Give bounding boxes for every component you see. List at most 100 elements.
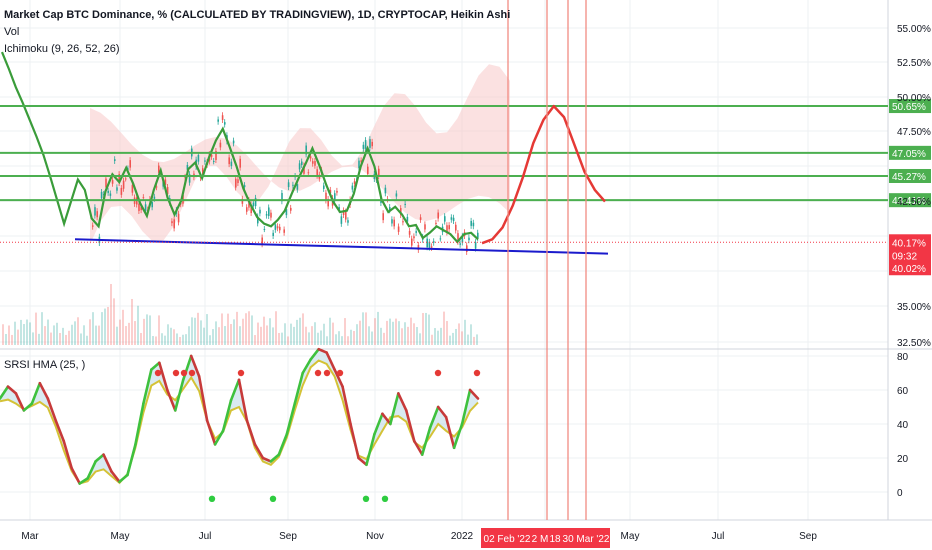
volume-bar [263,316,265,345]
candle-body [151,202,153,208]
candle-body [305,145,307,155]
candle-body [239,158,241,168]
srsi-segment [333,368,344,388]
level-label: 47.05% [892,149,926,160]
volume-bar [317,332,319,345]
candle-body [105,178,107,188]
candle-body [413,236,415,239]
vol-indicator-label[interactable]: Vol [4,26,20,38]
candle-body [450,217,453,220]
candle-body [367,166,369,175]
volume-bar [74,321,76,345]
srsi-segment [404,409,416,443]
volume-bar [209,335,211,345]
srsi-segment [62,439,73,470]
candle-body [455,224,457,231]
volume-bar [461,331,463,345]
volume-bar [68,330,70,345]
candle-body [309,156,312,159]
volume-bar [77,317,79,345]
volume-bar [203,327,205,345]
srsi-segment [38,381,50,400]
candle-body [127,168,129,170]
volume-bar [245,313,247,345]
candle-body [327,199,329,207]
candle-body [446,225,448,233]
volume-bar [140,332,142,345]
srsi-segment [118,473,129,484]
candle-body [353,181,356,184]
volume-bar [197,312,199,345]
volume-bar [41,312,43,345]
candle-body [389,207,391,211]
candle-body [252,202,255,207]
volume-bar [284,323,286,345]
srsi-segment [389,392,400,426]
srsi-segment [6,385,18,395]
candle-body [246,207,248,212]
volume-bar [350,329,352,345]
srsi-axis-tick: 0 [897,488,903,499]
price-axis-tick: 52.50% [897,58,931,69]
srsi-axis-tick: 80 [897,352,909,363]
candle-body [477,232,479,239]
chart-title[interactable]: Market Cap BTC Dominance, % (CALCULATED … [4,9,511,21]
srsi-segment [142,368,153,405]
time-marker-label: 2 M [532,534,549,545]
volume-bar [476,334,478,345]
candle-body [369,139,371,148]
volume-bar [257,322,259,345]
time-axis-tick: Nov [366,531,384,542]
volume-bar [176,333,178,345]
current-price-bg [889,234,931,265]
srsi-segment [341,385,352,426]
volume-bar [227,313,229,345]
volume-bar [302,313,304,345]
srsi-segment [54,419,66,443]
ichimoku-cloud [90,64,510,245]
candle-body [428,241,431,248]
volume-bar [413,323,415,345]
volume-bar [215,321,217,345]
time-marker-label: 18 [549,534,561,545]
candle-body [452,217,455,222]
volume-bar [230,324,232,345]
volume-bar [329,317,331,345]
candle-body [303,165,305,174]
volume-bar [344,318,346,345]
candle-body [276,226,279,229]
volume-bar [212,329,214,345]
chart-legend: Market Cap BTC Dominance, % (CALCULATED … [4,7,510,58]
srsi-indicator-label[interactable]: SRSI HMA (25, ) [4,359,86,371]
srsi-segment [365,432,376,467]
candle-body [241,198,244,204]
candle-body [142,197,145,199]
volume-bar [392,321,394,345]
level-label: 43.41% [892,196,926,207]
volume-bar [410,317,412,345]
volume-bar [188,326,190,345]
ichimoku-indicator-label[interactable]: Ichimoku (9, 26, 52, 26) [4,43,120,55]
candle-body [316,169,318,176]
srsi-overbought-dot [188,369,196,377]
volume-bar [149,315,151,345]
volume-bar [416,327,418,345]
volume-bar [146,314,148,345]
candle-body [424,224,426,230]
srsi-overbought-dot [336,369,344,377]
srsi-segment [70,466,81,485]
volume-bar [419,333,421,345]
srsi-legend: SRSI HMA (25, ) [4,357,85,374]
volume-bar [155,336,157,345]
level-label-bg [889,145,931,160]
candle-body [342,210,345,216]
volume-bar [338,331,340,345]
srsi-overbought-dot [473,369,481,377]
volume-bar [353,330,355,345]
candle-body [433,241,435,243]
volume-bar [452,332,454,345]
candle-body [417,244,420,250]
srsi-segment [293,371,305,405]
candle-body [382,213,384,221]
srsi-segment [78,477,89,485]
